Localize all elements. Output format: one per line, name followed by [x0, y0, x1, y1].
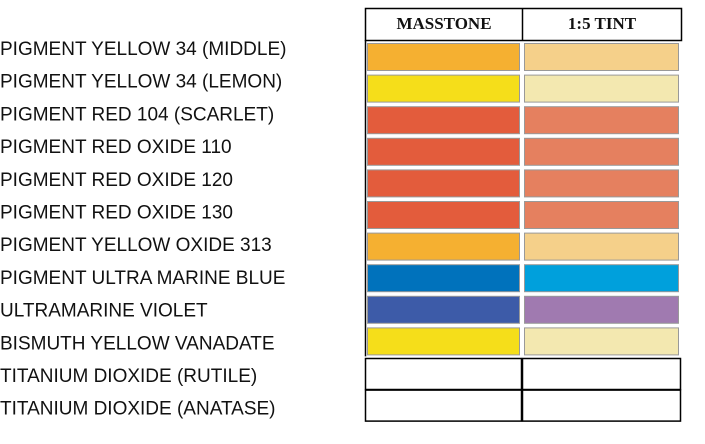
pigment-name: ULTRAMARINE VIOLET	[0, 301, 208, 322]
header-box	[364, 7, 683, 42]
swatch-masstone	[367, 232, 520, 261]
swatch-masstone	[367, 327, 520, 356]
swatch-masstone	[364, 389, 523, 422]
header-masstone: MASSTONE	[396, 14, 491, 33]
swatch-tint	[524, 137, 679, 166]
pigment-name: PIGMENT YELLOW 34 (LEMON)	[0, 72, 282, 93]
swatch-masstone	[367, 106, 520, 135]
swatch-masstone	[367, 74, 520, 103]
swatch-tint	[524, 106, 679, 135]
swatch-masstone	[367, 295, 520, 324]
pigment-name: PIGMENT YELLOW 34 (MIDDLE)	[0, 39, 286, 60]
header-tint: 1:5 TINT	[568, 14, 637, 33]
swatch-masstone	[367, 43, 520, 71]
swatch-masstone	[367, 169, 520, 198]
swatch-tint	[524, 201, 679, 229]
pigment-name: PIGMENT RED OXIDE 120	[0, 170, 233, 191]
swatch-masstone	[367, 264, 520, 293]
swatch-tint	[521, 389, 682, 422]
pigment-name: PIGMENT YELLOW OXIDE 313	[0, 235, 272, 256]
pigment-name: PIGMENT ULTRA MARINE BLUE	[0, 268, 285, 289]
swatch-tint	[524, 74, 679, 103]
swatch-tint	[524, 295, 679, 324]
swatch-tint	[524, 327, 679, 356]
pigment-name: PIGMENT RED 104 (SCARLET)	[0, 104, 274, 125]
pigment-name: TITANIUM DIOXIDE (RUTILE)	[0, 366, 257, 387]
swatch-masstone	[364, 357, 523, 391]
swatch-tint	[524, 169, 679, 198]
swatch-tint	[524, 264, 679, 293]
swatch-tint	[521, 357, 682, 391]
swatch-tint	[524, 232, 679, 261]
pigment-name: TITANIUM DIOXIDE (ANATASE)	[0, 399, 276, 420]
swatch-masstone	[367, 137, 520, 166]
swatch-masstone	[367, 201, 520, 229]
pigment-name: BISMUTH YELLOW VANADATE	[0, 333, 275, 354]
pigment-name: PIGMENT RED OXIDE 110	[0, 137, 232, 158]
swatch-tint	[524, 43, 679, 71]
pigment-name: PIGMENT RED OXIDE 130	[0, 203, 233, 224]
